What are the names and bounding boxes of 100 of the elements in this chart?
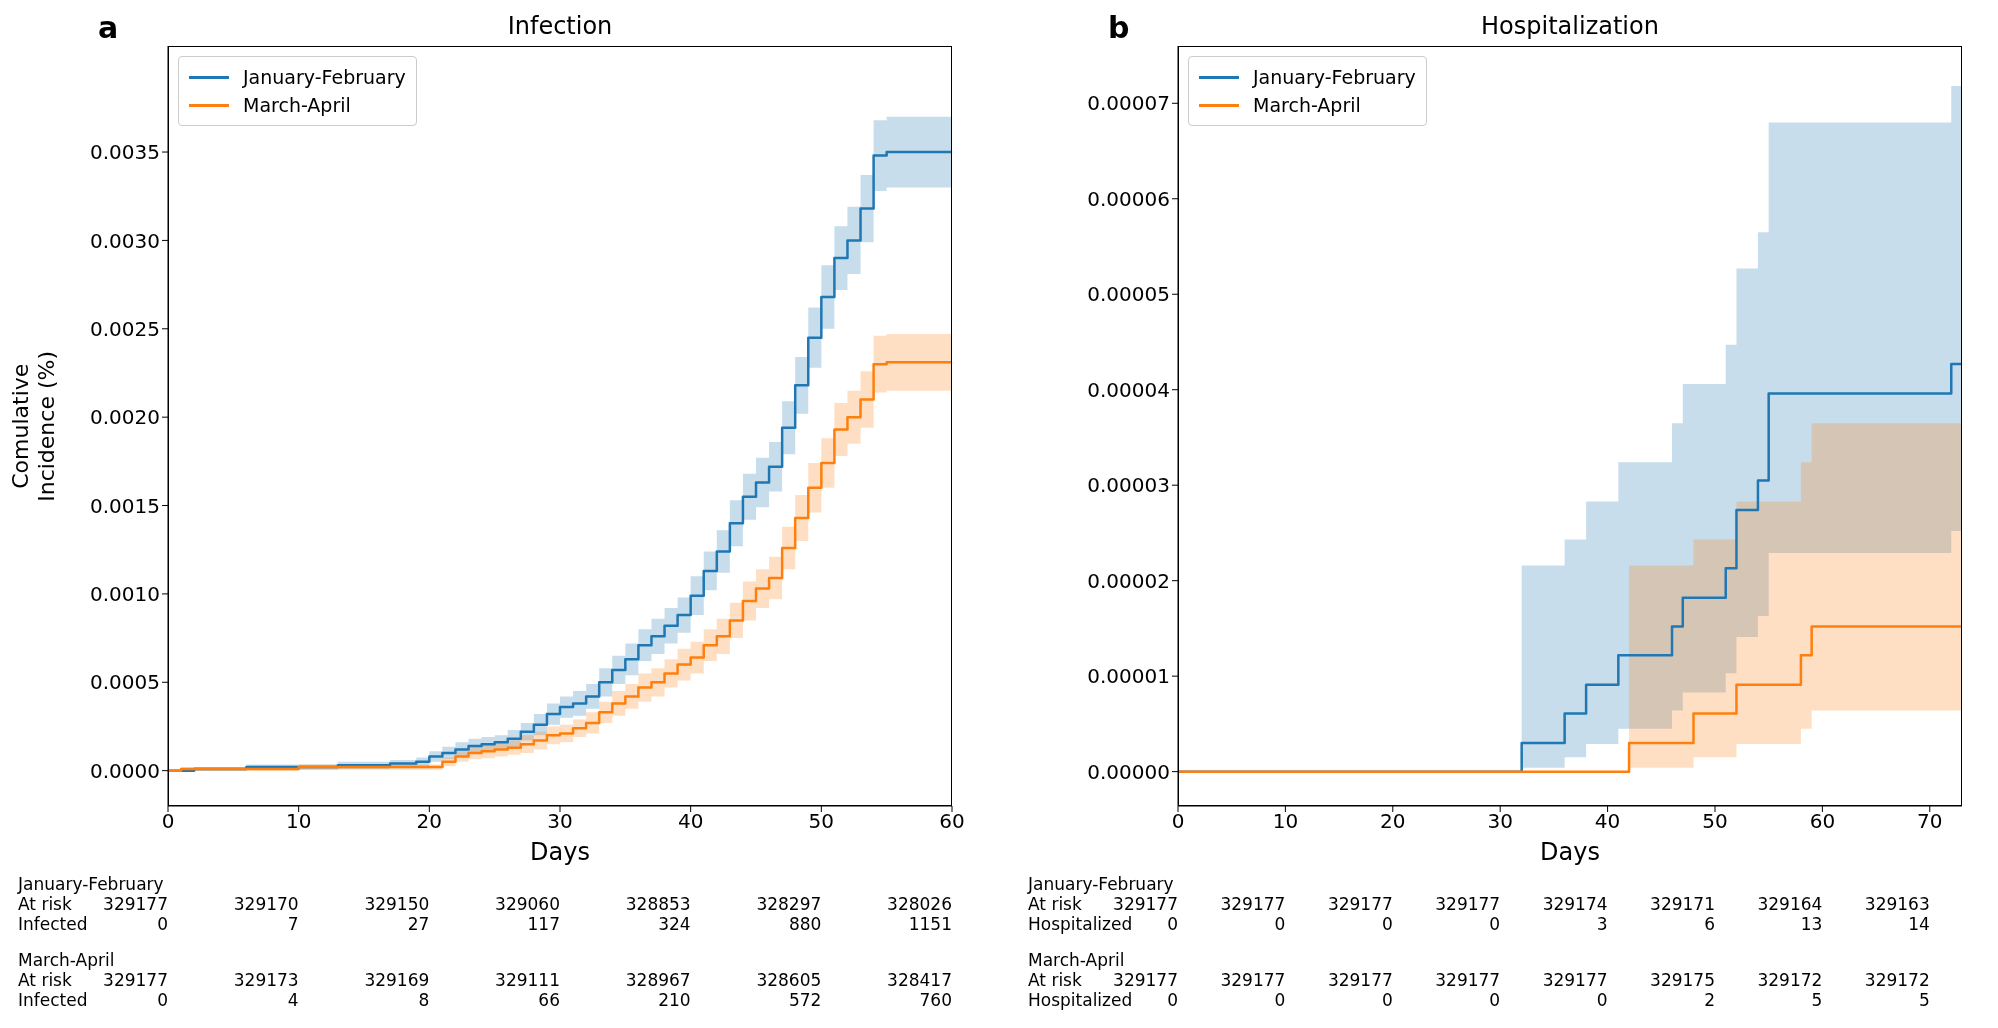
y-tick-label: 0.00001 — [1087, 664, 1170, 689]
text: March-April — [18, 950, 115, 970]
text: 329177 — [1327, 894, 1393, 914]
text: 8 — [417, 990, 430, 1010]
x-axis-title: Days — [1540, 838, 1600, 866]
x-tick-label: 50 — [808, 809, 835, 834]
x-tick-label: 70 — [1917, 809, 1943, 834]
text: 6 — [1704, 914, 1715, 934]
x-tick-label: 10 — [285, 809, 312, 834]
text: 117 — [526, 914, 560, 934]
text: 0 — [1489, 914, 1501, 934]
x-axis-title: Days — [530, 838, 590, 866]
text: 329177 — [1113, 894, 1178, 914]
text: 0 — [1381, 990, 1393, 1010]
text: 329177 — [1113, 970, 1178, 990]
text: 329173 — [232, 970, 299, 990]
legend-label: March-April — [243, 93, 351, 118]
text: 0 — [157, 990, 168, 1010]
text: 329163 — [1864, 894, 1930, 914]
text: 329170 — [232, 894, 299, 914]
text: At risk — [18, 894, 72, 914]
y-tick-label: 0.0015 — [90, 493, 160, 518]
text: 5 — [1918, 990, 1930, 1010]
text: 329169 — [363, 970, 430, 990]
text: 329174 — [1542, 894, 1608, 914]
text: 0 — [1381, 914, 1393, 934]
text: 5 — [1811, 990, 1823, 1010]
x-tick-label: 10 — [1272, 809, 1299, 834]
text: 329111 — [494, 970, 560, 990]
text: 880 — [787, 914, 822, 934]
x-tick-label: 40 — [1594, 809, 1621, 834]
text: 0 — [1596, 990, 1608, 1010]
text: 13 — [1800, 914, 1823, 934]
text: 1151 — [907, 914, 952, 934]
text: 329150 — [363, 894, 430, 914]
text: b — [1108, 10, 1130, 45]
text: 0 — [1167, 914, 1178, 934]
legend-label: January-February — [243, 65, 406, 90]
y-tick-label: 0.0000 — [90, 758, 160, 783]
x-tick-label: 20 — [416, 809, 443, 834]
x-tick-label: 60 — [1809, 809, 1836, 834]
text: 0 — [157, 914, 168, 934]
text: Hospitalized — [1028, 914, 1133, 934]
y-tick-label: 0.0035 — [90, 140, 160, 165]
y-tick-label: 0.00005 — [1087, 282, 1170, 307]
text: 7 — [286, 914, 299, 934]
x-tick-label: 0 — [161, 809, 175, 834]
text: 328297 — [755, 894, 822, 914]
text: 329177 — [1542, 970, 1608, 990]
text: 329171 — [1650, 894, 1715, 914]
x-tick-label: 30 — [547, 809, 573, 834]
x-tick-label: 60 — [939, 809, 965, 834]
text: 0 — [1489, 990, 1501, 1010]
x-tick-label: 40 — [677, 809, 704, 834]
text: 329177 — [103, 894, 168, 914]
legend-label: January-February — [1253, 65, 1416, 90]
chart-title: Infection — [506, 12, 614, 40]
text: 328026 — [886, 894, 952, 914]
text: 329060 — [494, 894, 560, 914]
text: 328605 — [755, 970, 822, 990]
text: 14 — [1908, 914, 1930, 934]
y-tick-label: 0.00003 — [1087, 473, 1170, 498]
text: 329177 — [1435, 970, 1501, 990]
text: 0 — [1274, 914, 1286, 934]
text: 324 — [657, 914, 691, 934]
y-tick-label: 0.0025 — [90, 316, 160, 341]
x-tick-label: 30 — [1487, 809, 1513, 834]
text: At risk — [1028, 894, 1082, 914]
text: 329172 — [1757, 970, 1823, 990]
y-tick-label: 0.00007 — [1087, 91, 1170, 116]
text: 329172 — [1864, 970, 1930, 990]
text: 329175 — [1650, 970, 1715, 990]
y-tick-label: 0.0020 — [90, 405, 160, 430]
text: At risk — [1028, 970, 1082, 990]
text: 760 — [918, 990, 952, 1010]
y-tick-label: 0.0030 — [90, 228, 160, 253]
text: 329177 — [1435, 894, 1501, 914]
text: 66 — [537, 990, 560, 1010]
text: At risk — [18, 970, 72, 990]
text: 4 — [286, 990, 299, 1010]
text: 572 — [787, 990, 822, 1010]
x-tick-label: 20 — [1380, 809, 1406, 834]
text: 0 — [1274, 990, 1286, 1010]
text: 329177 — [1220, 894, 1286, 914]
text: January-February — [18, 874, 164, 894]
y-tick-label: 0.00002 — [1087, 568, 1170, 593]
y-axis-title: Comulative Incidence (%) — [8, 350, 60, 502]
text: 3 — [1596, 914, 1608, 934]
y-tick-label: 0.00004 — [1087, 377, 1170, 402]
y-tick-label: 0.00006 — [1087, 186, 1170, 211]
text: 328967 — [624, 970, 691, 990]
text: 0 — [1167, 990, 1178, 1010]
text: 328417 — [886, 970, 952, 990]
text: 329177 — [1327, 970, 1393, 990]
text: 329164 — [1757, 894, 1823, 914]
text: a — [98, 10, 119, 45]
text: 2 — [1704, 990, 1715, 1010]
text: Hospitalized — [1028, 990, 1133, 1010]
x-tick-label: 50 — [1702, 809, 1728, 834]
chart-title: Hospitalization — [1480, 12, 1660, 40]
